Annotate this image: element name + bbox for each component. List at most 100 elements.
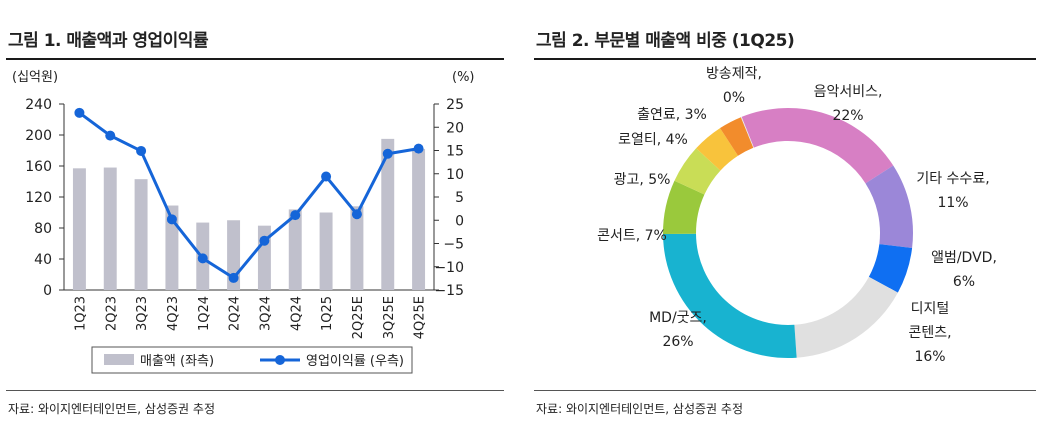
left-tick-label: 40 [34,252,52,268]
margin-point-3Q23 [136,145,147,156]
left-tick-label: 80 [34,221,52,237]
slice-label-5: 콘서트, 7% [597,228,667,244]
slice-label-line: 6% [953,274,975,290]
chart-title: 그림 2. 부문별 매출액 비중 (1Q25) [536,31,795,51]
slice-label-line: 26% [662,334,693,350]
donut-slice-6 [674,148,721,195]
slice-label-2: 앨범/DVD, 6% [931,250,997,290]
x-tick-label: 3Q24 [258,296,273,331]
slice-label-1: 기타 수수료, 11% [916,171,989,211]
source-divider [534,390,1036,391]
margin-point-2Q23 [105,130,116,141]
left-tick-label: 120 [25,190,52,206]
margin-point-3Q25E [382,148,393,159]
title-divider [534,58,1036,60]
x-tick-label: 2Q25E [351,296,366,339]
margin-point-1Q23 [74,107,85,118]
slice-label-9: 방송제작, 0% [706,66,762,106]
margin-point-4Q25E [413,143,424,154]
right-tick-label: 15 [446,144,464,160]
bar-2Q23 [103,167,117,290]
slice-label-line: 기타 수수료, [916,171,989,187]
legend-label-line: 영업이익률 (우측) [306,354,404,369]
chart-title: 그림 1. 매출액과 영업이익률 [8,31,209,51]
donut-slice-9 [740,116,754,148]
bar-4Q25E [412,148,426,290]
margin-point-3Q24 [259,235,270,246]
donut-slice-5 [663,180,705,235]
right-tick-label: −5 [443,237,464,253]
slice-label-line: 출연료, 3% [637,107,707,123]
margin-point-1Q24 [197,253,208,264]
right-tick-label: −10 [434,260,464,276]
slice-label-7: 로열티, 4% [618,132,688,148]
right-tick-label: 25 [446,97,464,113]
legend-box [91,346,413,374]
legend-label-bar: 매출액 (좌측) [140,354,214,369]
bar-4Q24 [288,209,302,290]
chart-panel-segment-share: 그림 2. 부문별 매출액 비중 (1Q25) 음악서비스, 22% 기타 수수료,… [528,0,1042,448]
source-note: 자료: 와이지엔터테인먼트, 삼성증권 추정 [536,402,743,416]
slice-label-line: 음악서비스, [814,84,883,100]
left-tick-label: 160 [25,159,52,175]
slice-label-line: 11% [937,195,968,211]
donut-slice-3 [794,276,898,358]
bar-3Q25E [381,138,395,290]
margin-point-2Q25E [351,209,362,220]
right-tick-label: 20 [446,120,464,136]
slice-label-6: 광고, 5% [614,172,671,188]
segment-share-donut-chart: 음악서비스, 22% 기타 수수료, 11% 앨범/DVD, 6%디지털 콘텐츠, 16% MD… [597,66,997,365]
slice-label-line: 디지털 [911,301,950,317]
x-tick-label: 4Q24 [289,296,304,331]
bar-3Q23 [134,179,148,290]
slice-label-line: 광고, 5% [614,172,671,188]
slice-label-line: 앨범/DVD, [931,250,997,266]
left-tick-label: 240 [25,97,52,113]
legend-swatch-bar [104,354,134,365]
right-axis-unit: (%) [452,70,475,85]
x-tick-label: 1Q25 [320,296,335,331]
margin-line [78,111,419,280]
right-tick-label: 0 [455,213,464,229]
slice-label-line: 로열티, 4% [618,132,688,148]
margin-point-4Q24 [290,210,301,221]
left-tick-label: 0 [43,283,52,299]
slice-label-4: MD/굿즈, 26% [649,310,707,350]
donut-slice-4 [663,233,797,358]
margin-point-2Q24 [228,272,239,283]
slice-label-3: 디지털 콘텐츠, 16% [908,301,951,365]
x-tick-label: 1Q24 [197,296,212,331]
x-tick-label: 1Q23 [73,296,88,331]
bar-1Q25 [319,212,333,290]
donut-slice-0 [741,108,894,184]
title-divider [6,58,504,60]
donut-slice-1 [865,165,913,249]
slice-label-8: 출연료, 3% [637,107,707,123]
x-tick-label: 4Q23 [166,296,181,331]
slice-label-line: 방송제작, [706,66,762,82]
slice-label-line: 콘서트, 7% [597,228,667,244]
x-tick-label: 2Q23 [104,296,119,331]
source-note: 자료: 와이지엔터테인먼트, 삼성증권 추정 [8,402,215,416]
donut-slice-2 [868,244,913,293]
x-tick-label: 2Q24 [228,296,243,331]
slice-label-line: MD/굿즈, [649,310,707,326]
slice-label-0: 음악서비스, 22% [814,84,883,124]
revenue-margin-combo-chart: (십억원) (%) 240 200 160 120 80 40 0 25 20 15 10 5 0 −5 −10… [12,70,475,374]
slice-label-line: 0% [723,90,745,106]
margin-point-4Q23 [166,214,177,225]
margin-point-1Q25 [321,171,332,182]
chart-panel-revenue-margin: 그림 1. 매출액과 영업이익률 (십억원) (%) 240 200 160 120 80 4… [0,0,510,448]
x-tick-label: 3Q25E [382,296,397,339]
bar-4Q23 [165,205,179,290]
legend-swatch-marker [275,355,285,365]
slice-label-line: 콘텐츠, [908,325,951,341]
bar-2Q25E [350,206,364,290]
x-tick-label: 3Q23 [135,296,150,331]
source-divider [6,390,504,391]
x-tick-label: 4Q25E [413,296,428,339]
right-tick-label: 10 [446,167,464,183]
left-tick-label: 200 [25,128,52,144]
slice-label-line: 22% [832,108,863,124]
right-tick-label: −15 [434,283,464,299]
